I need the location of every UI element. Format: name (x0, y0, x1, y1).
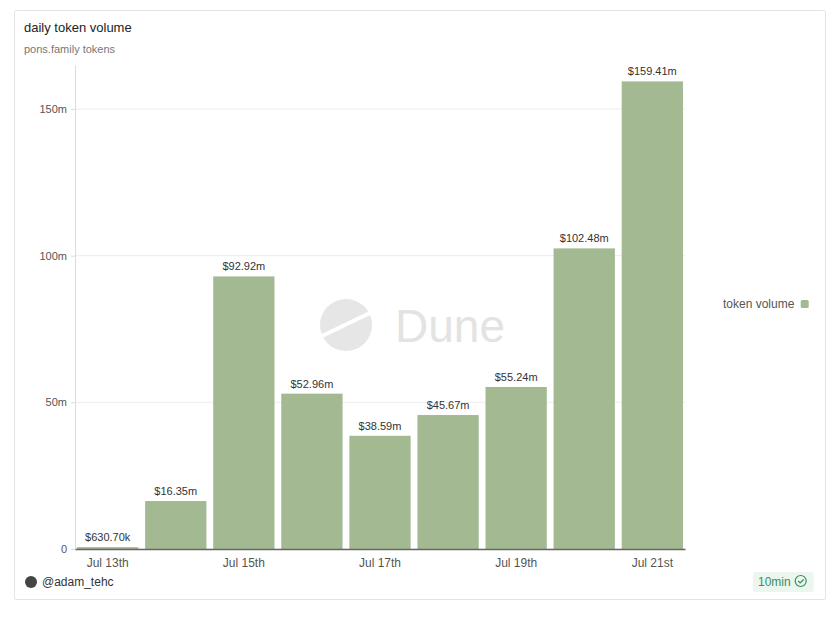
data-label: $16.35m (154, 485, 197, 497)
y-tick-label: 50m (46, 396, 67, 408)
watermark: Dune (320, 299, 505, 352)
bar (417, 415, 478, 549)
author-avatar (25, 576, 37, 588)
bar (349, 436, 410, 549)
data-label: $55.24m (495, 371, 538, 383)
bar (281, 394, 342, 549)
watermark-logo-stripe (322, 312, 372, 336)
y-tick-mark (71, 256, 75, 257)
legend-label: token volume (723, 297, 795, 311)
y-tick-mark (71, 549, 75, 550)
y-tick-label: 100m (39, 250, 67, 262)
bars (77, 81, 683, 549)
y-tick-mark (71, 109, 75, 110)
refresh-check (798, 580, 804, 584)
y-tick-label: 150m (39, 103, 67, 115)
bar (486, 387, 547, 549)
data-label: $52.96m (291, 378, 334, 390)
refresh-check-circle (795, 576, 806, 587)
y-tick: 150m (39, 103, 75, 115)
y-axis: 0 50m 100m 150m (39, 66, 75, 556)
x-tick: Jul 21st (632, 556, 674, 570)
y-tick: 100m (39, 250, 75, 262)
bar (145, 501, 206, 549)
grid (75, 109, 685, 549)
x-tick-label: Jul 17th (359, 556, 401, 570)
y-tick: 50m (46, 396, 75, 408)
legend-swatch (801, 300, 809, 308)
legend: token volume (723, 297, 809, 311)
data-labels: $630.70k $16.35m $92.92m $52.96m $38.59m $45.… (85, 65, 677, 543)
x-axis: Jul 13th Jul 15th Jul 17th Jul 19th Jul 21st (76, 550, 686, 570)
x-tick: Jul 15th (223, 556, 265, 570)
card (15, 11, 826, 600)
bar (554, 248, 615, 549)
chart: daily token volume pons.family tokens Dune… (0, 0, 838, 624)
x-tick-label: Jul 15th (223, 556, 265, 570)
x-tick-label: Jul 13th (87, 556, 129, 570)
x-axis-line (76, 549, 686, 551)
y-tick-mark (71, 402, 75, 403)
y-tick-label: 0 (61, 543, 67, 555)
data-label: $630.70k (85, 531, 131, 543)
x-tick: Jul 17th (359, 556, 401, 570)
x-tick-label: Jul 21st (632, 556, 674, 570)
grid-line (75, 109, 685, 110)
x-tick-label: Jul 19th (495, 556, 537, 570)
watermark-text: Dune (395, 300, 505, 352)
watermark-logo (320, 299, 372, 351)
refresh-badge-text: 10min (758, 575, 791, 589)
data-label: $92.92m (222, 260, 265, 272)
refresh-badge (753, 572, 814, 592)
bar (622, 81, 683, 549)
data-label: $38.59m (359, 420, 402, 432)
bar (213, 276, 274, 549)
bar (77, 547, 138, 549)
y-axis-line (75, 66, 76, 550)
x-tick: Jul 19th (495, 556, 537, 570)
data-label: $45.67m (427, 399, 470, 411)
y-tick: 0 (61, 543, 75, 555)
footer: @adam_tehc 10min (25, 572, 814, 592)
data-label: $159.41m (628, 65, 677, 77)
data-label: $102.48m (560, 232, 609, 244)
title: daily token volume (24, 20, 132, 35)
x-tick: Jul 13th (87, 556, 129, 570)
subtitle: pons.family tokens (24, 43, 116, 55)
author: @adam_tehc (42, 575, 114, 589)
